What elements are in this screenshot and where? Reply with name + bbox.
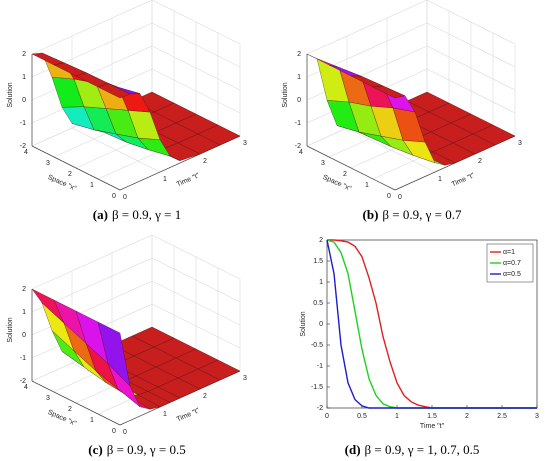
- y-tick-label: 3: [46, 160, 50, 167]
- y-tick-label: 1: [319, 279, 323, 286]
- y-axis-label: Space "x": [47, 174, 78, 193]
- x-tick-label: 1: [163, 176, 167, 183]
- y-tick-label: -2: [317, 405, 323, 412]
- x-tick-label: 3: [535, 413, 539, 420]
- z-tick-label: 1: [22, 309, 26, 316]
- line-series: [326, 239, 537, 409]
- y-tick-label: 2: [68, 171, 72, 178]
- x-tick-label: 0: [123, 429, 127, 436]
- z-tick-label: 0: [22, 332, 26, 339]
- y-tick-label: 3: [321, 160, 325, 167]
- x-tick-label: 3: [243, 140, 247, 147]
- caption: (d) β = 0.9, γ = 1, 0.7, 0.5: [345, 442, 480, 457]
- y-tick-label: -0.5: [311, 342, 323, 349]
- caption-text: β = 0.9, γ = 1: [112, 207, 181, 222]
- z-tick-label: -1: [20, 355, 26, 362]
- x-tick-label: 0.5: [357, 413, 367, 420]
- z-tick-label: 0: [22, 97, 26, 104]
- x-tick-label: 1.5: [427, 413, 437, 420]
- z-tick-label: -1: [20, 120, 26, 127]
- caption: (b) β = 0.9, γ = 0.7: [363, 207, 462, 222]
- y-tick-label: -1: [317, 363, 323, 370]
- x-tick-label: 1: [163, 411, 167, 418]
- caption: (a) β = 0.9, γ = 1: [93, 207, 181, 222]
- z-tick-label: -2: [295, 143, 301, 150]
- x-axis-label: Time "t": [176, 172, 201, 188]
- y-tick-label: 0.5: [313, 300, 323, 307]
- surface-patch: [372, 85, 406, 99]
- y-tick-label: 1: [90, 417, 94, 424]
- y-tick-label: 1: [365, 182, 369, 189]
- grid-line: [306, 0, 428, 55]
- z-tick-label: 1: [22, 74, 26, 81]
- z-tick-label: 2: [297, 51, 301, 58]
- z-axis-label: Solution: [7, 317, 14, 342]
- legend-label: α=1: [503, 249, 515, 256]
- y-tick-label: 0: [112, 193, 116, 200]
- caption-label: (b): [363, 207, 379, 222]
- y-tick-label: 0: [112, 428, 116, 435]
- z-tick-label: -2: [20, 378, 26, 385]
- y-tick-label: -1.5: [311, 384, 323, 391]
- surface-patch: [97, 83, 131, 99]
- z-tick-label: 2: [22, 286, 26, 293]
- y-tick-label: 0: [387, 193, 391, 200]
- x-tick-label: 3: [518, 140, 522, 147]
- caption-text: β = 0.9, γ = 0.7: [382, 207, 462, 222]
- z-tick-label: 1: [297, 74, 301, 81]
- y-tick-label: 4: [24, 149, 28, 156]
- x-axis-label: Time "t": [176, 407, 201, 423]
- x-tick-label: 1: [395, 413, 399, 420]
- caption-text: β = 0.9, γ = 0.5: [107, 442, 186, 457]
- y-tick-label: 2: [68, 406, 72, 413]
- y-tick-label: 2: [343, 171, 347, 178]
- x-tick-label: 0: [398, 194, 402, 201]
- caption-label: (a): [93, 207, 108, 222]
- y-axis-label: Space "x": [322, 174, 353, 193]
- surface-patch: [97, 321, 131, 387]
- caption-label: (c): [88, 442, 102, 457]
- x-axis-label: Time "t": [420, 423, 445, 430]
- legend-label: α=0.7: [503, 260, 521, 267]
- grid-line: [31, 45, 153, 101]
- y-tick-label: 1: [90, 182, 94, 189]
- x-tick-label: 2: [478, 158, 482, 165]
- legend-label: α=0.5: [503, 271, 521, 278]
- x-tick-label: 1: [438, 176, 442, 183]
- z-tick-label: 2: [22, 51, 26, 58]
- axis-line: [306, 145, 396, 191]
- x-tick-label: 2: [203, 393, 207, 400]
- x-tick-label: 3: [243, 375, 247, 382]
- z-axis-label: Solution: [7, 82, 14, 107]
- z-tick-label: 0: [297, 97, 301, 104]
- grid-line: [31, 234, 153, 290]
- axis-line: [31, 145, 121, 191]
- caption-label: (d): [345, 442, 361, 457]
- z-axis-label: Solution: [282, 82, 289, 107]
- y-tick-label: 2: [319, 237, 323, 244]
- x-tick-label: 0: [123, 194, 127, 201]
- y-tick-label: 3: [46, 395, 50, 402]
- grid-line: [31, 0, 153, 55]
- y-tick-label: 4: [24, 384, 28, 391]
- y-axis-label: Solution: [300, 311, 307, 336]
- x-tick-label: 0: [325, 413, 329, 420]
- y-tick-label: 1.5: [313, 258, 323, 265]
- x-tick-label: 2.5: [497, 413, 507, 420]
- y-tick-label: 4: [299, 149, 303, 156]
- z-tick-label: -1: [295, 120, 301, 127]
- caption: (c) β = 0.9, γ = 0.5: [88, 442, 185, 457]
- caption-text: β = 0.9, γ = 1, 0.7, 0.5: [365, 442, 480, 457]
- x-tick-label: 2: [203, 158, 207, 165]
- y-axis-label: Space "x": [47, 409, 78, 428]
- z-tick-label: -2: [20, 143, 26, 150]
- x-tick-label: 2: [465, 413, 469, 420]
- y-tick-label: 0: [319, 321, 323, 328]
- axis-line: [31, 380, 121, 426]
- x-axis-label: Time "t": [451, 172, 476, 188]
